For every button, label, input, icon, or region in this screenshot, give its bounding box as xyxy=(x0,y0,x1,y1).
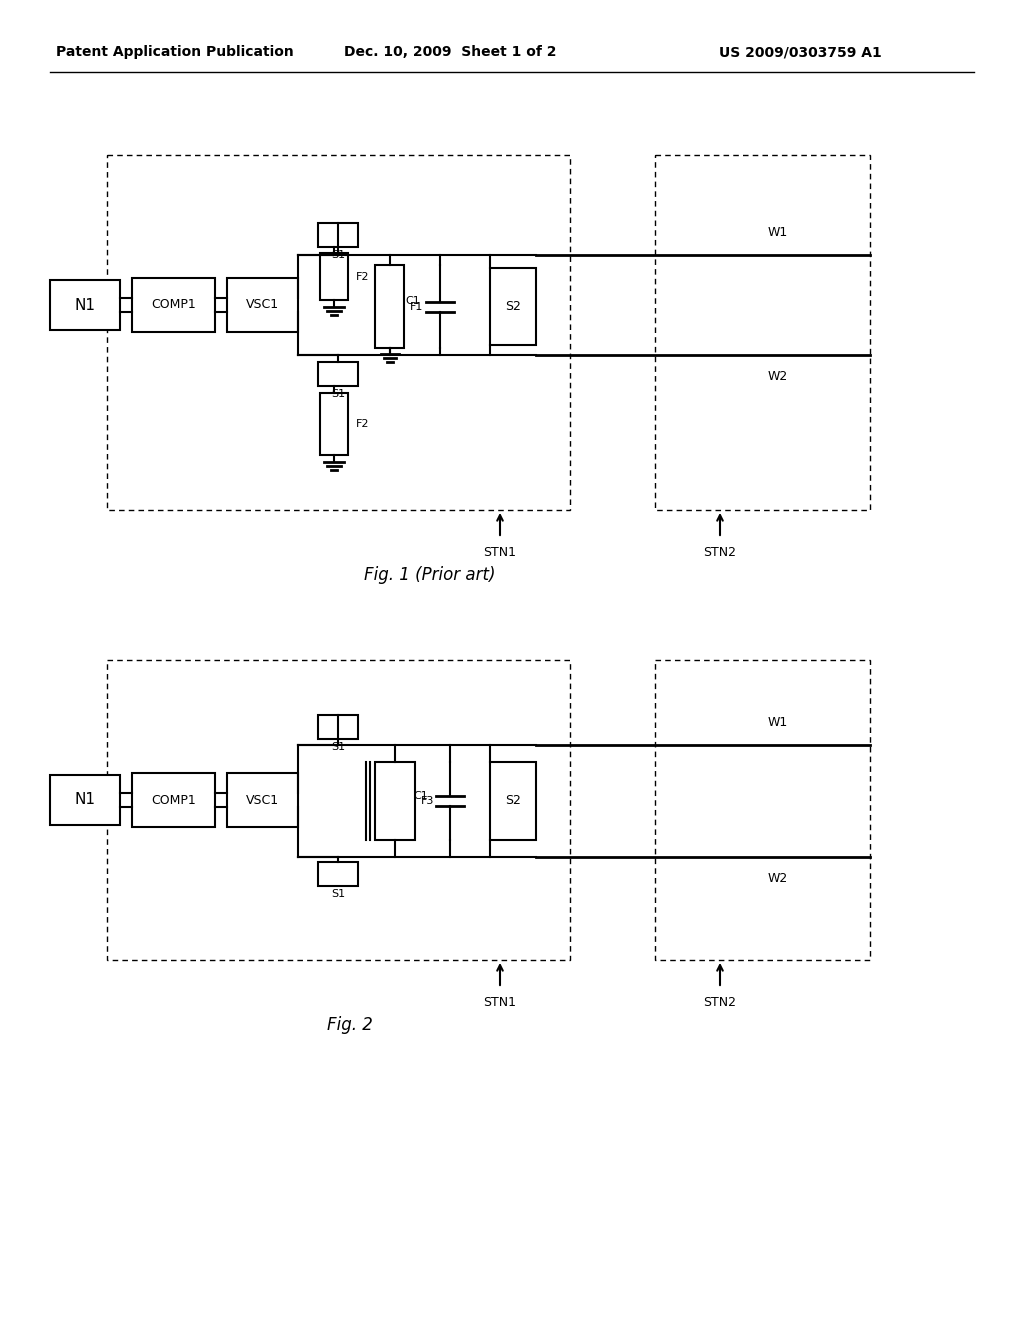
Text: W1: W1 xyxy=(767,227,787,239)
Text: STN1: STN1 xyxy=(483,545,516,558)
Bar xyxy=(318,715,358,739)
Bar xyxy=(318,362,358,385)
Text: VSC1: VSC1 xyxy=(246,298,280,312)
Bar xyxy=(319,253,348,300)
Bar xyxy=(50,775,120,825)
Bar xyxy=(375,265,404,348)
Bar xyxy=(106,154,570,510)
Text: COMP1: COMP1 xyxy=(152,793,196,807)
Bar xyxy=(490,268,536,345)
Bar xyxy=(50,280,120,330)
Text: F2: F2 xyxy=(356,418,370,429)
Text: W2: W2 xyxy=(767,873,787,886)
Text: S2: S2 xyxy=(505,795,521,808)
Text: US 2009/0303759 A1: US 2009/0303759 A1 xyxy=(719,45,882,59)
Text: VSC1: VSC1 xyxy=(246,793,280,807)
Bar xyxy=(319,393,348,455)
Text: N1: N1 xyxy=(75,792,95,808)
Bar xyxy=(318,223,358,247)
Text: STN2: STN2 xyxy=(703,545,736,558)
Bar xyxy=(655,154,870,510)
Text: COMP1: COMP1 xyxy=(152,298,196,312)
Text: S1: S1 xyxy=(331,742,345,752)
Bar xyxy=(132,774,215,828)
Text: Fig. 1 (Prior art): Fig. 1 (Prior art) xyxy=(365,566,496,583)
Bar xyxy=(106,660,570,960)
Text: S2: S2 xyxy=(505,300,521,313)
Text: W2: W2 xyxy=(767,371,787,384)
Bar xyxy=(375,762,415,840)
Bar xyxy=(655,660,870,960)
Text: STN2: STN2 xyxy=(703,995,736,1008)
Text: Patent Application Publication: Patent Application Publication xyxy=(56,45,294,59)
Text: Dec. 10, 2009  Sheet 1 of 2: Dec. 10, 2009 Sheet 1 of 2 xyxy=(344,45,556,59)
Bar xyxy=(227,774,298,828)
Text: STN1: STN1 xyxy=(483,995,516,1008)
Bar xyxy=(132,279,215,333)
Text: S1: S1 xyxy=(331,249,345,260)
Text: F2: F2 xyxy=(356,272,370,281)
Text: S1: S1 xyxy=(331,389,345,399)
Bar xyxy=(318,862,358,886)
Text: N1: N1 xyxy=(75,297,95,313)
Bar xyxy=(227,279,298,333)
Text: S1: S1 xyxy=(331,888,345,899)
Text: W1: W1 xyxy=(767,717,787,730)
Text: F3: F3 xyxy=(421,796,434,807)
Bar xyxy=(490,762,536,840)
Text: F1: F1 xyxy=(410,301,423,312)
Text: C1: C1 xyxy=(414,791,428,801)
Text: Fig. 2: Fig. 2 xyxy=(327,1016,373,1034)
Text: C1: C1 xyxy=(406,297,420,306)
